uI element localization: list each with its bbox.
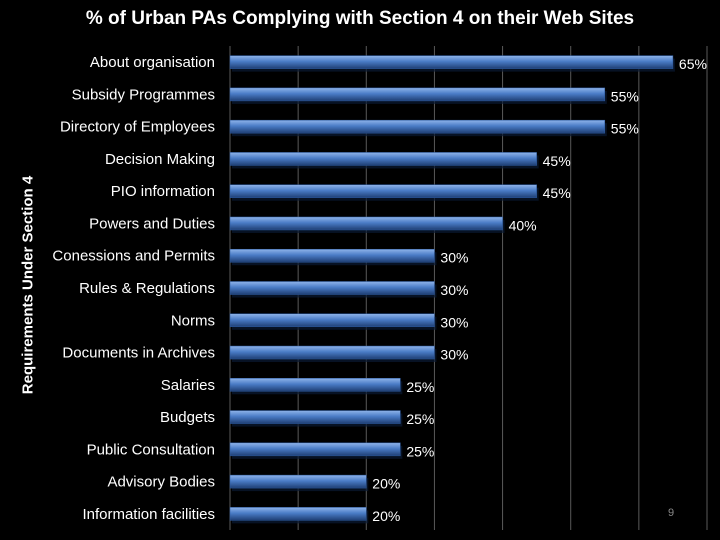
category-label: Norms (171, 312, 215, 329)
bar (229, 152, 537, 166)
category-label: Documents in Archives (62, 345, 215, 362)
category-label: Advisory Bodies (107, 474, 215, 491)
category-label: Rules & Regulations (79, 280, 215, 297)
page-number: 9 (668, 507, 675, 519)
bar (229, 248, 435, 263)
category-label: Decision Making (105, 151, 215, 168)
category-label: PIO information (111, 183, 215, 200)
data-label: 25% (406, 443, 434, 459)
data-label: 30% (440, 250, 468, 266)
bar (229, 281, 435, 295)
data-label: 20% (372, 508, 400, 524)
data-label: 55% (611, 121, 639, 137)
data-label: 30% (440, 314, 468, 330)
bar (229, 216, 503, 231)
data-label: 25% (406, 379, 434, 395)
bar (229, 507, 367, 521)
chart-title: % of Urban PAs Complying with Section 4 … (85, 8, 635, 29)
bar (229, 474, 367, 489)
bar (229, 87, 606, 102)
category-label: Powers and Duties (89, 215, 215, 232)
bar (229, 442, 401, 457)
category-label: Directory of Employees (60, 119, 215, 136)
category-label: Subsidy Programmes (72, 86, 215, 103)
bar (229, 345, 435, 360)
data-label: 20% (372, 476, 400, 492)
bar (229, 378, 401, 392)
bar (229, 313, 435, 328)
data-label: 65% (679, 56, 707, 72)
bar (229, 410, 401, 424)
category-label: Conessions and Permits (52, 248, 215, 265)
data-label: 25% (406, 411, 434, 427)
data-label: 45% (543, 185, 571, 201)
bar (229, 119, 606, 134)
bar (229, 55, 674, 69)
category-label: Information facilities (82, 506, 215, 523)
category-label: About organisation (90, 54, 215, 71)
category-label: Salaries (161, 377, 215, 394)
data-label: 30% (440, 347, 468, 363)
data-label: 40% (509, 217, 537, 233)
bar (229, 184, 537, 198)
data-label: 55% (611, 88, 639, 104)
data-label: 30% (440, 282, 468, 298)
category-label: Public Consultation (87, 441, 215, 458)
category-label: Budgets (160, 409, 215, 426)
data-label: 45% (543, 153, 571, 169)
